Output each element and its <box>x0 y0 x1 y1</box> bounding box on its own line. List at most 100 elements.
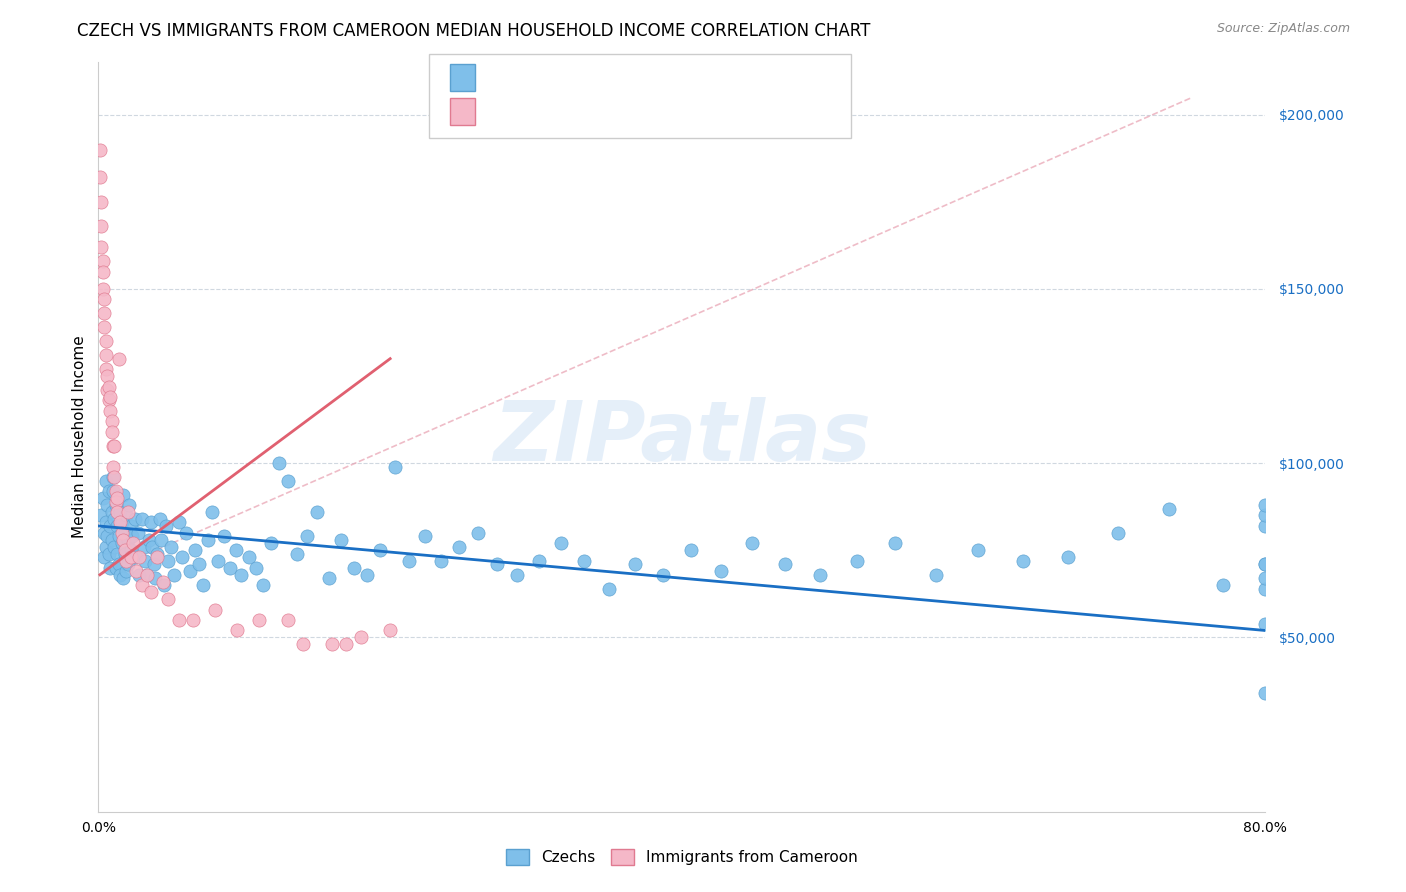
Point <box>193 578 215 592</box>
Point <box>108 558 131 572</box>
Point <box>467 525 489 540</box>
Point <box>103 512 125 526</box>
Point <box>197 533 219 547</box>
Point <box>125 564 148 578</box>
Point <box>598 582 620 596</box>
Point <box>1159 501 1181 516</box>
Point <box>179 564 201 578</box>
Point <box>111 525 134 540</box>
Point <box>89 170 111 185</box>
Point <box>160 540 183 554</box>
Point <box>93 320 115 334</box>
Point <box>285 547 308 561</box>
Point <box>96 369 118 384</box>
Point <box>132 540 155 554</box>
Point <box>150 533 173 547</box>
Point <box>131 578 153 592</box>
Point <box>447 540 470 554</box>
Point <box>143 571 166 585</box>
Point <box>226 624 249 638</box>
Point <box>157 554 180 568</box>
Point <box>413 529 436 543</box>
Point <box>155 519 177 533</box>
Text: -0.354: -0.354 <box>541 70 596 85</box>
Point <box>149 512 172 526</box>
Point <box>380 624 402 638</box>
Point <box>111 536 134 550</box>
Point <box>252 578 274 592</box>
Point <box>91 282 114 296</box>
Point <box>127 525 149 540</box>
Point <box>1254 558 1277 572</box>
Point <box>384 459 406 474</box>
Point <box>245 561 267 575</box>
Text: 0.265: 0.265 <box>541 104 589 119</box>
Point <box>485 558 508 572</box>
Point <box>118 498 141 512</box>
Point <box>117 533 139 547</box>
Point <box>103 470 125 484</box>
Text: 58: 58 <box>723 104 744 119</box>
Point <box>114 525 136 540</box>
Point <box>105 547 128 561</box>
Point <box>652 567 675 582</box>
Point <box>967 543 990 558</box>
Point <box>111 516 134 530</box>
Point <box>128 567 150 582</box>
Point <box>810 567 832 582</box>
Point <box>93 306 115 320</box>
Point <box>108 529 131 543</box>
Point <box>90 508 112 523</box>
Text: R =: R = <box>485 104 513 119</box>
Point <box>1254 508 1277 523</box>
Point <box>181 613 204 627</box>
Point <box>321 637 343 651</box>
Point <box>100 533 122 547</box>
Point <box>139 516 162 530</box>
Point <box>269 456 291 470</box>
Point <box>97 484 120 499</box>
Point <box>1212 578 1234 592</box>
Point <box>97 379 120 393</box>
Point <box>335 637 357 651</box>
Point <box>550 536 572 550</box>
Point <box>105 491 128 505</box>
Point <box>1254 616 1277 631</box>
Point <box>112 571 135 585</box>
Point <box>90 194 112 209</box>
Point <box>100 505 122 519</box>
Point <box>125 550 148 565</box>
Point <box>104 494 127 508</box>
Point <box>103 439 125 453</box>
Point <box>624 558 647 572</box>
Point <box>94 334 117 349</box>
Point <box>97 547 120 561</box>
Point <box>91 254 114 268</box>
Point <box>94 362 117 376</box>
Point <box>741 536 763 550</box>
Point <box>291 637 314 651</box>
Point <box>218 561 240 575</box>
Point <box>103 540 125 554</box>
Point <box>167 516 190 530</box>
Point <box>105 505 128 519</box>
Y-axis label: Median Household Income: Median Household Income <box>72 335 87 539</box>
Point <box>188 558 211 572</box>
Point <box>925 567 948 582</box>
Point <box>98 519 121 533</box>
Point <box>96 498 118 512</box>
Point <box>138 533 160 547</box>
Text: R =: R = <box>485 70 513 85</box>
Point <box>121 529 143 543</box>
Point <box>135 567 157 582</box>
Point <box>398 554 420 568</box>
Point <box>259 536 281 550</box>
Point <box>1254 686 1277 700</box>
Point <box>117 558 139 572</box>
Point <box>117 505 139 519</box>
Point <box>93 550 115 565</box>
Point <box>318 571 340 585</box>
Legend: Czechs, Immigrants from Cameroon: Czechs, Immigrants from Cameroon <box>501 843 863 871</box>
Point <box>167 613 190 627</box>
Point <box>104 484 127 499</box>
